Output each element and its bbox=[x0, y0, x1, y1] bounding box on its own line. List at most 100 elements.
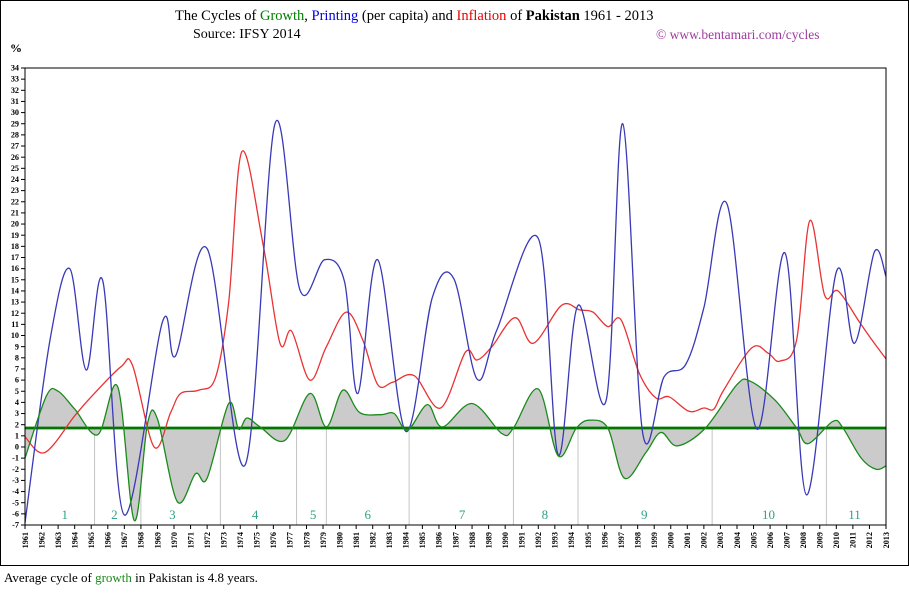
x-tick-label: 2007 bbox=[782, 532, 791, 548]
y-tick-label: -1 bbox=[12, 454, 19, 463]
x-tick-label: 1991 bbox=[518, 532, 527, 548]
y-tick-label: 20 bbox=[11, 220, 19, 229]
y-tick-label: 15 bbox=[11, 275, 19, 284]
cycle-number-label: 1 bbox=[61, 507, 68, 522]
title-segment-7: Pakistan bbox=[525, 8, 580, 24]
x-tick-label: 2006 bbox=[766, 532, 775, 548]
x-tick-label: 1978 bbox=[302, 532, 311, 548]
chart-title: The Cycles of Growth, Printing (per capi… bbox=[175, 8, 654, 25]
y-tick-label: -5 bbox=[12, 498, 19, 507]
x-tick-label: 2003 bbox=[716, 532, 725, 548]
x-tick-label: 2011 bbox=[849, 532, 858, 548]
x-tick-label: 2004 bbox=[733, 532, 742, 548]
y-tick-label: 18 bbox=[11, 242, 19, 251]
x-tick-label: 1964 bbox=[70, 532, 79, 548]
x-tick-label: 1975 bbox=[253, 532, 262, 548]
x-tick-label: 1989 bbox=[484, 532, 493, 548]
x-tick-label: 1961 bbox=[21, 532, 30, 548]
copyright-link[interactable]: © www.bentamari.com/cycles bbox=[656, 27, 820, 42]
y-tick-label: 0 bbox=[15, 443, 19, 452]
x-tick-label: 1963 bbox=[54, 532, 63, 548]
cycle-number-label: 2 bbox=[111, 507, 118, 522]
y-tick-label: 32 bbox=[11, 86, 19, 95]
cycle-number-label: 7 bbox=[459, 507, 466, 522]
title-segment-3: Printing bbox=[311, 8, 359, 24]
x-tick-label: 1968 bbox=[137, 532, 146, 548]
x-tick-label: 1999 bbox=[650, 532, 659, 548]
x-tick-label: 1973 bbox=[219, 532, 228, 548]
y-tick-label: 28 bbox=[11, 130, 19, 139]
y-tick-label: 17 bbox=[11, 253, 19, 262]
x-tick-label: 1974 bbox=[236, 532, 245, 548]
x-tick-label: 1970 bbox=[170, 532, 179, 548]
x-tick-label: 1992 bbox=[534, 532, 543, 548]
x-tick-label: 1984 bbox=[402, 532, 411, 548]
y-tick-label: 16 bbox=[11, 264, 19, 273]
chart-subtitle-row: Source: IFSY 2014 © www.bentamari.com/cy… bbox=[0, 27, 909, 45]
title-segment-4: (per capita) and bbox=[358, 8, 457, 24]
y-tick-label: -3 bbox=[12, 476, 19, 485]
y-tick-label: 27 bbox=[11, 142, 19, 151]
cycle-number-label: 10 bbox=[762, 507, 775, 522]
y-tick-label: 5 bbox=[15, 387, 19, 396]
x-tick-label: 1981 bbox=[352, 532, 361, 548]
x-tick-label: 1985 bbox=[418, 532, 427, 548]
y-tick-label: 6 bbox=[15, 376, 19, 385]
source-label: Source: IFSY 2014 bbox=[193, 27, 301, 42]
x-tick-label: 1994 bbox=[567, 532, 576, 548]
x-tick-label: 1982 bbox=[369, 532, 378, 548]
x-tick-label: 1972 bbox=[203, 532, 212, 548]
y-tick-label: 31 bbox=[11, 97, 19, 106]
x-tick-label: 2008 bbox=[799, 532, 808, 548]
x-tick-label: 2012 bbox=[865, 532, 874, 548]
y-tick-label: 26 bbox=[11, 153, 19, 162]
y-tick-label: 14 bbox=[11, 287, 19, 296]
cycle-number-label: 9 bbox=[641, 507, 648, 522]
inflation-line bbox=[24, 150, 887, 454]
y-tick-label: 3 bbox=[15, 409, 19, 418]
x-tick-label: 1997 bbox=[617, 532, 626, 548]
caption-segment-1: growth bbox=[95, 570, 132, 585]
cycle-number-label: 11 bbox=[848, 507, 861, 522]
y-tick-label: 22 bbox=[11, 197, 19, 206]
y-tick-label: 19 bbox=[11, 231, 19, 240]
cycle-number-label: 8 bbox=[542, 507, 549, 522]
x-tick-label: 1962 bbox=[37, 532, 46, 548]
y-tick-label: 7 bbox=[15, 365, 19, 374]
title-segment-5: Inflation bbox=[456, 8, 507, 24]
y-tick-label: 23 bbox=[11, 186, 19, 195]
x-tick-label: 2000 bbox=[667, 532, 676, 548]
plot-frame bbox=[24, 67, 887, 526]
cycle-number-label: 4 bbox=[252, 507, 259, 522]
y-tick-label: 12 bbox=[11, 309, 19, 318]
x-tick-label: 1965 bbox=[87, 532, 96, 548]
x-tick-label: 2005 bbox=[749, 532, 758, 548]
x-tick-label: 1983 bbox=[385, 532, 394, 548]
x-tick-label: 1971 bbox=[186, 532, 195, 548]
title-segment-6: of bbox=[506, 8, 526, 24]
printing-line bbox=[24, 119, 887, 523]
x-tick-label: 1988 bbox=[468, 532, 477, 548]
y-tick-label: 24 bbox=[11, 175, 19, 184]
y-tick-label: 21 bbox=[11, 209, 19, 218]
x-tick-label: 1977 bbox=[286, 532, 295, 548]
x-tick-label: 2009 bbox=[816, 532, 825, 548]
y-tick-label: 13 bbox=[11, 298, 19, 307]
average-cycle-caption: Average cycle of growth in Pakistan is 4… bbox=[4, 570, 258, 586]
x-tick-label: 1969 bbox=[153, 532, 162, 548]
x-tick-label: 1986 bbox=[435, 532, 444, 548]
x-tick-label: 1996 bbox=[600, 532, 609, 548]
x-tick-label: 2001 bbox=[683, 532, 692, 548]
y-tick-label: 33 bbox=[11, 75, 19, 84]
x-tick-label: 2002 bbox=[700, 532, 709, 548]
y-tick-label: -6 bbox=[12, 509, 19, 518]
y-tick-label: 8 bbox=[15, 353, 19, 362]
y-tick-label: 34 bbox=[11, 64, 19, 73]
y-tick-label: -2 bbox=[12, 465, 19, 474]
cycle-number-label: 3 bbox=[169, 507, 176, 522]
growth-line bbox=[24, 378, 887, 522]
title-segment-8: 1961 - 2013 bbox=[579, 8, 654, 24]
title-segment-1: Growth bbox=[259, 8, 305, 24]
y-tick-label: 25 bbox=[11, 164, 19, 173]
